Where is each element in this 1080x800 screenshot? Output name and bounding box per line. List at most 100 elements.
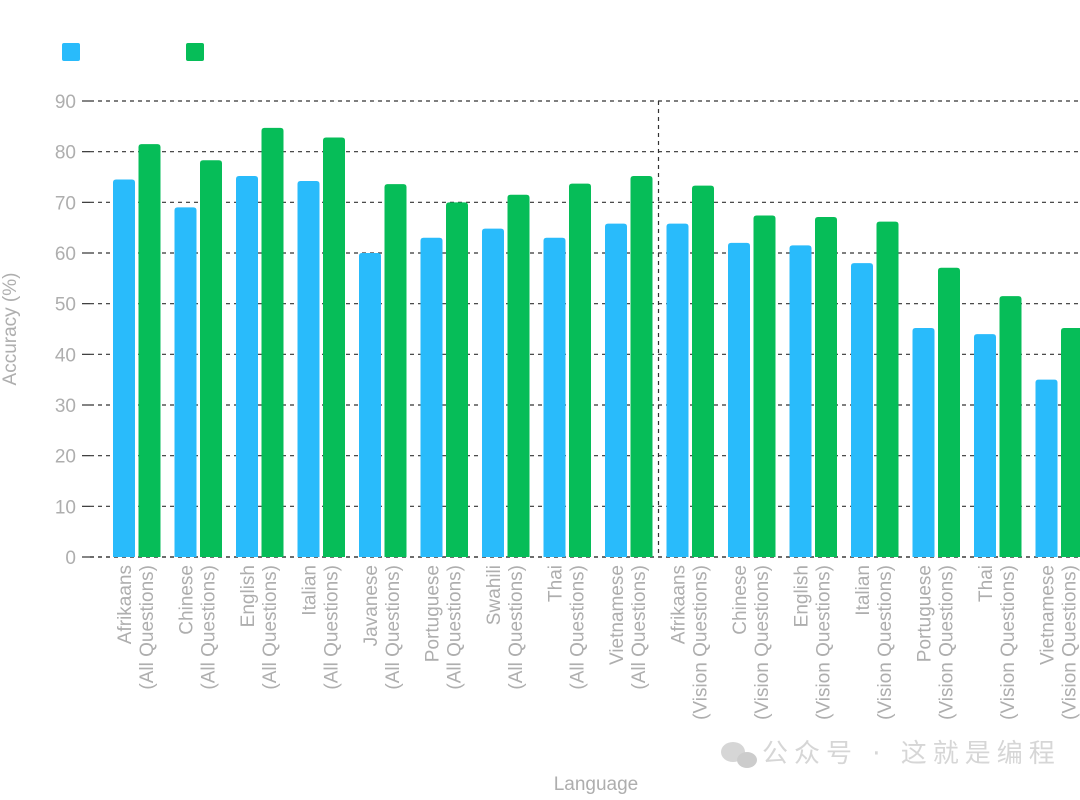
x-tick-label-line2: (All Questions) [567, 565, 588, 690]
bar-s2-0 [138, 144, 161, 558]
bar-s1-9 [666, 223, 689, 557]
y-tick-label: 30 [55, 396, 76, 417]
bar-s2-14 [999, 296, 1022, 557]
x-tick-label-line2: (Vision Questions) [813, 565, 834, 720]
x-tick-label-line1: Vietnamese [607, 565, 628, 665]
x-tick-label-line1: Italian [299, 565, 320, 616]
x-tick-label: Portuguese (All Questions) [422, 565, 465, 690]
bar-s1-8 [605, 223, 627, 557]
x-tick-label-line2: (All Questions) [444, 565, 465, 690]
bar-s1-13 [912, 327, 935, 557]
bar-s2-11 [815, 217, 837, 557]
x-tick-label-line2: (Vision Questions) [875, 565, 896, 720]
x-tick-label-line1: Thai [545, 565, 566, 602]
bar-s2-4 [384, 184, 407, 558]
x-tick-label-line1: Afrikaans [115, 565, 136, 644]
bar-s2-13 [938, 267, 960, 557]
x-tick-label: Javanese (All Questions) [361, 565, 404, 690]
x-tick-label-line2: (Vision Questions) [690, 565, 711, 720]
x-tick-label: English (Vision Questions) [791, 565, 834, 720]
x-tick-label-line2: (All Questions) [629, 565, 650, 690]
bar-s2-15 [1061, 327, 1080, 557]
x-tick-label-line2: (All Questions) [321, 565, 342, 690]
bar-s1-4 [359, 253, 381, 557]
bar-s1-2 [236, 175, 258, 557]
x-axis-title: Language [554, 774, 639, 795]
x-tick-label: Swahili (All Questions) [484, 565, 527, 690]
x-tick-label-line1: Afrikaans [668, 565, 689, 644]
x-tick-label: Thai (All Questions) [545, 565, 588, 690]
x-tick-label: Afrikaans (All Questions) [115, 565, 158, 690]
x-tick-label: Vietnamese (Vision Questions) [1037, 565, 1080, 720]
bar-s2-9 [692, 185, 714, 557]
legend-swatch-1 [62, 43, 80, 61]
x-tick-label-line1: Portuguese [422, 565, 443, 662]
x-tick-label-line2: (Vision Questions) [998, 565, 1019, 720]
y-axis-title: Accuracy (%) [0, 273, 21, 386]
bar-s1-14 [974, 334, 996, 557]
y-tick-label: 40 [55, 345, 76, 366]
x-tick-label: Vietnamese (All Questions) [607, 565, 650, 690]
x-tick-label-line2: (All Questions) [137, 565, 158, 690]
x-tick-label-line2: (Vision Questions) [752, 565, 773, 720]
bar-s2-5 [446, 202, 468, 558]
watermark: 公众号 · 这就是编程 [721, 739, 1061, 769]
x-tick-label-line2: (Vision Questions) [1059, 565, 1080, 720]
bar-s2-8 [630, 175, 653, 557]
x-tick-label: Italian (All Questions) [299, 565, 342, 690]
bar-s1-1 [174, 207, 197, 557]
y-tick-label: 10 [55, 497, 76, 518]
y-tick-label: 80 [55, 143, 76, 164]
bar-s1-3 [297, 181, 320, 557]
x-tick-label-line1: Thai [976, 565, 997, 602]
x-tick-label: Afrikaans (Vision Questions) [668, 565, 711, 720]
bar-s1-7 [543, 237, 566, 558]
y-tick-label: 20 [55, 447, 76, 468]
watermark-text: 公众号 · 这就是编程 [762, 739, 1061, 769]
x-tick-label: Thai (Vision Questions) [976, 565, 1019, 720]
y-tick-label: 0 [65, 548, 76, 569]
x-tick-label-line1: Vietnamese [1037, 565, 1058, 665]
legend-swatch-2 [186, 43, 204, 61]
bar-s1-10 [728, 242, 750, 557]
bar-s2-7 [569, 183, 591, 557]
x-tick-label: Portuguese (Vision Questions) [914, 565, 957, 720]
x-tick-label-line1: Javanese [361, 565, 382, 646]
bar-s2-1 [200, 160, 222, 557]
bar-s2-12 [876, 221, 899, 557]
bar-s1-11 [789, 245, 812, 557]
y-tick-label: 50 [55, 295, 76, 316]
x-tick-label: Chinese (Vision Questions) [730, 565, 773, 720]
y-tick-label: 60 [55, 244, 76, 265]
x-tick-label-line1: Portuguese [914, 565, 935, 662]
x-tick-label-line2: (All Questions) [260, 565, 281, 690]
bar-s1-0 [113, 179, 135, 558]
bar-s1-6 [482, 228, 504, 557]
y-tick-label: 70 [55, 193, 76, 214]
legend [62, 43, 204, 61]
x-tick-label-line2: (All Questions) [383, 565, 404, 690]
y-axis: 0 10 20 30 40 50 60 70 80 90 [55, 92, 90, 569]
bar-s2-2 [261, 127, 284, 557]
x-tick-label: English (All Questions) [238, 565, 281, 690]
x-tick-label-line1: Chinese [176, 565, 197, 635]
y-tick-label: 90 [55, 92, 76, 113]
bar-s1-5 [420, 237, 443, 558]
bar-s2-6 [507, 194, 530, 557]
x-tick-label-line1: Swahili [484, 565, 505, 625]
bar-s2-3 [323, 137, 345, 558]
bar-s1-15 [1035, 379, 1058, 557]
x-axis-labels: Afrikaans (All Questions) Chinese (All Ques… [115, 565, 1080, 720]
x-tick-label-line1: English [791, 565, 812, 627]
x-tick-label-line1: Italian [853, 565, 874, 616]
x-tick-label: Italian (Vision Questions) [853, 565, 896, 720]
bar-s1-12 [851, 263, 873, 557]
x-tick-label-line2: (All Questions) [506, 565, 527, 690]
wechat-icon [721, 742, 757, 768]
bars [113, 127, 1080, 558]
x-tick-label-line2: (Vision Questions) [936, 565, 957, 720]
x-tick-label-line1: Chinese [730, 565, 751, 635]
x-tick-label-line1: English [238, 565, 259, 627]
x-tick-label: Chinese (All Questions) [176, 565, 219, 690]
